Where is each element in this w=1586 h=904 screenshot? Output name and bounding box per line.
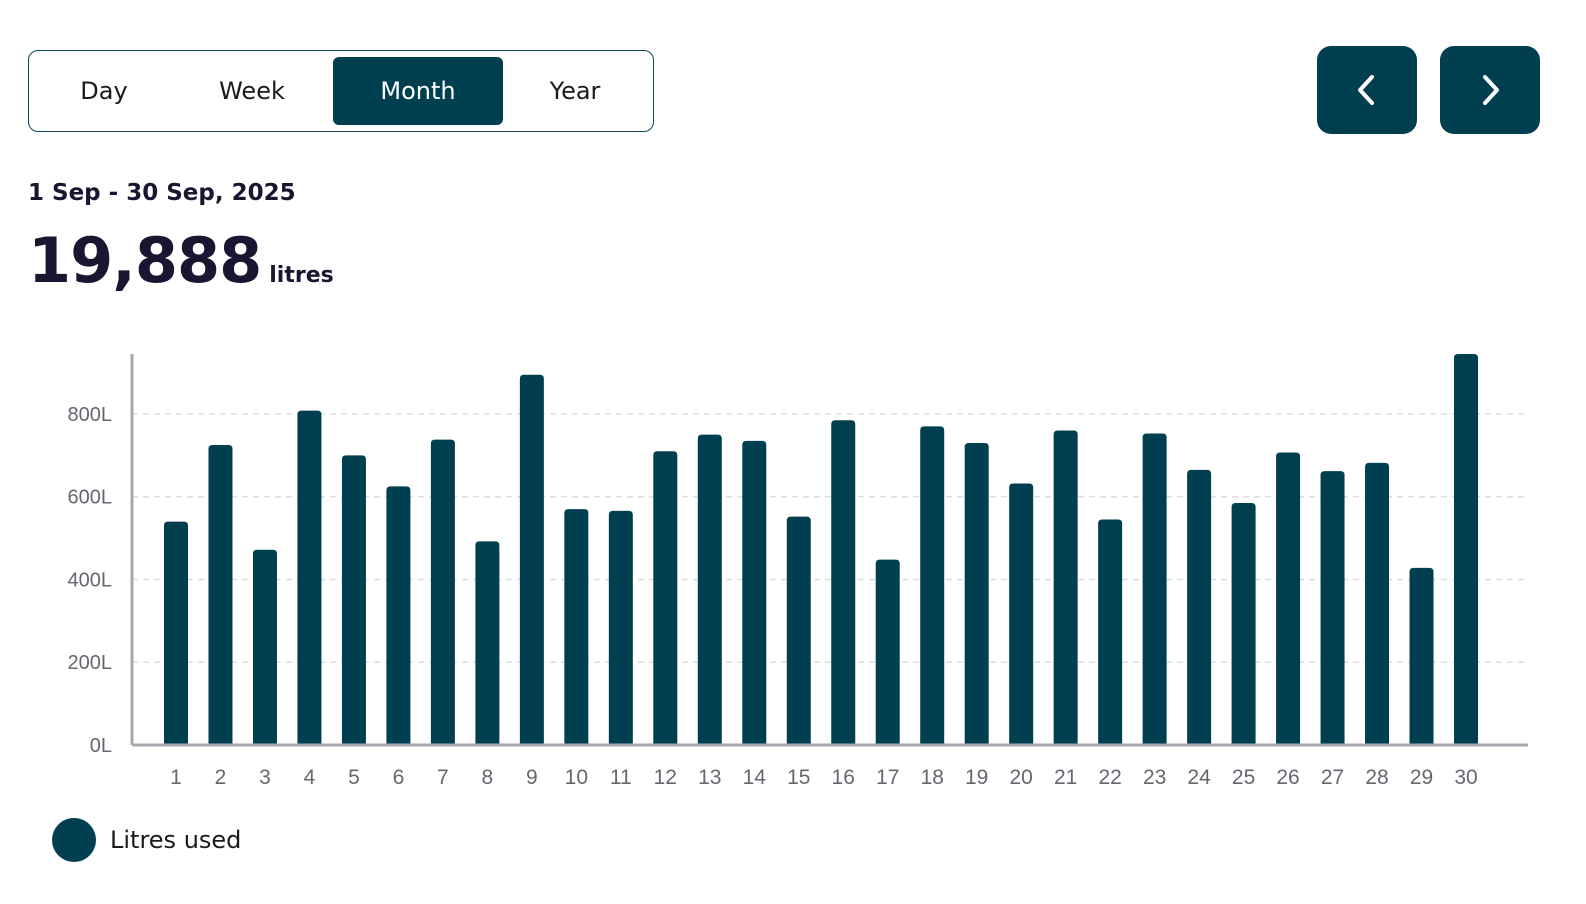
bar bbox=[430, 439, 455, 745]
bar bbox=[786, 516, 811, 745]
x-tick-label: 21 bbox=[1054, 766, 1077, 789]
bar bbox=[1142, 433, 1167, 745]
bar bbox=[653, 451, 678, 745]
y-tick-label: 200L bbox=[68, 652, 113, 674]
tab-week[interactable]: Week bbox=[219, 77, 285, 105]
x-tick-label: 11 bbox=[610, 766, 632, 789]
x-tick-label: 13 bbox=[698, 766, 721, 789]
x-tick-label: 9 bbox=[526, 766, 538, 789]
bar bbox=[964, 442, 989, 745]
legend-label: Litres used bbox=[110, 826, 242, 854]
bar bbox=[875, 559, 900, 745]
x-tick-label: 3 bbox=[259, 766, 271, 789]
bar bbox=[341, 455, 366, 745]
y-tick-label: 600L bbox=[68, 487, 113, 509]
next-period-button[interactable] bbox=[1440, 46, 1540, 134]
bar bbox=[208, 445, 233, 745]
bar bbox=[475, 541, 500, 745]
x-tick-label: 7 bbox=[437, 766, 449, 789]
x-tick-label: 16 bbox=[832, 766, 855, 789]
bar bbox=[1053, 430, 1078, 745]
x-tick-label: 28 bbox=[1365, 766, 1388, 789]
x-tick-label: 24 bbox=[1187, 766, 1211, 789]
x-tick-label: 25 bbox=[1232, 766, 1255, 789]
x-tick-label: 5 bbox=[348, 766, 360, 789]
bar bbox=[1187, 469, 1212, 745]
x-tick-label: 17 bbox=[876, 766, 899, 789]
bar bbox=[1231, 502, 1256, 745]
bar bbox=[1320, 471, 1345, 745]
bar bbox=[1098, 519, 1123, 745]
total-value: 19,888 bbox=[28, 224, 262, 297]
bar bbox=[1409, 567, 1434, 745]
x-tick-label: 15 bbox=[787, 766, 810, 789]
x-tick-label: 19 bbox=[965, 766, 988, 789]
bar bbox=[831, 420, 856, 745]
bar bbox=[519, 374, 544, 745]
bar bbox=[920, 426, 945, 745]
total-unit: litres bbox=[269, 263, 334, 288]
total-usage: 19,888 litres bbox=[28, 224, 334, 297]
x-tick-label: 4 bbox=[304, 766, 316, 789]
bar bbox=[386, 486, 411, 745]
x-tick-label: 12 bbox=[654, 766, 677, 789]
x-tick-label: 22 bbox=[1098, 766, 1121, 789]
bar bbox=[697, 434, 722, 745]
x-tick-label: 14 bbox=[743, 766, 767, 789]
x-tick-label: 23 bbox=[1143, 766, 1166, 789]
x-tick-label: 27 bbox=[1321, 766, 1344, 789]
chevron-right-icon bbox=[1483, 75, 1499, 105]
x-tick-label: 2 bbox=[215, 766, 227, 789]
bar bbox=[608, 510, 633, 745]
bar bbox=[1365, 462, 1390, 745]
bar bbox=[252, 549, 277, 745]
date-range: 1 Sep - 30 Sep, 2025 bbox=[28, 180, 296, 206]
x-tick-label: 26 bbox=[1276, 766, 1299, 789]
tab-year[interactable]: Year bbox=[549, 77, 601, 105]
bar bbox=[742, 440, 767, 745]
x-tick-label: 8 bbox=[482, 766, 494, 789]
bar bbox=[297, 410, 322, 745]
bar bbox=[1009, 483, 1034, 745]
x-tick-label: 10 bbox=[565, 766, 588, 789]
bar bbox=[1454, 354, 1478, 745]
bar bbox=[164, 521, 188, 745]
x-tick-label: 29 bbox=[1410, 766, 1433, 789]
previous-period-button[interactable] bbox=[1317, 46, 1417, 134]
chart-legend: Litres used bbox=[52, 818, 241, 862]
period-tabs: Day Week Month Year bbox=[28, 50, 654, 132]
x-tick-label: 30 bbox=[1454, 766, 1477, 789]
x-tick-label: 20 bbox=[1009, 766, 1032, 789]
y-tick-label: 0L bbox=[90, 735, 112, 757]
legend-swatch bbox=[52, 818, 96, 862]
x-tick-label: 6 bbox=[393, 766, 405, 789]
tab-day[interactable]: Day bbox=[80, 77, 128, 105]
tab-month[interactable]: Month bbox=[333, 57, 503, 125]
x-tick-label: 18 bbox=[921, 766, 944, 789]
y-tick-label: 800L bbox=[68, 404, 113, 426]
bar bbox=[564, 509, 589, 745]
x-tick-label: 1 bbox=[170, 766, 182, 789]
y-tick-label: 400L bbox=[68, 569, 113, 591]
bar bbox=[1276, 452, 1301, 745]
chevron-left-icon bbox=[1358, 75, 1374, 105]
